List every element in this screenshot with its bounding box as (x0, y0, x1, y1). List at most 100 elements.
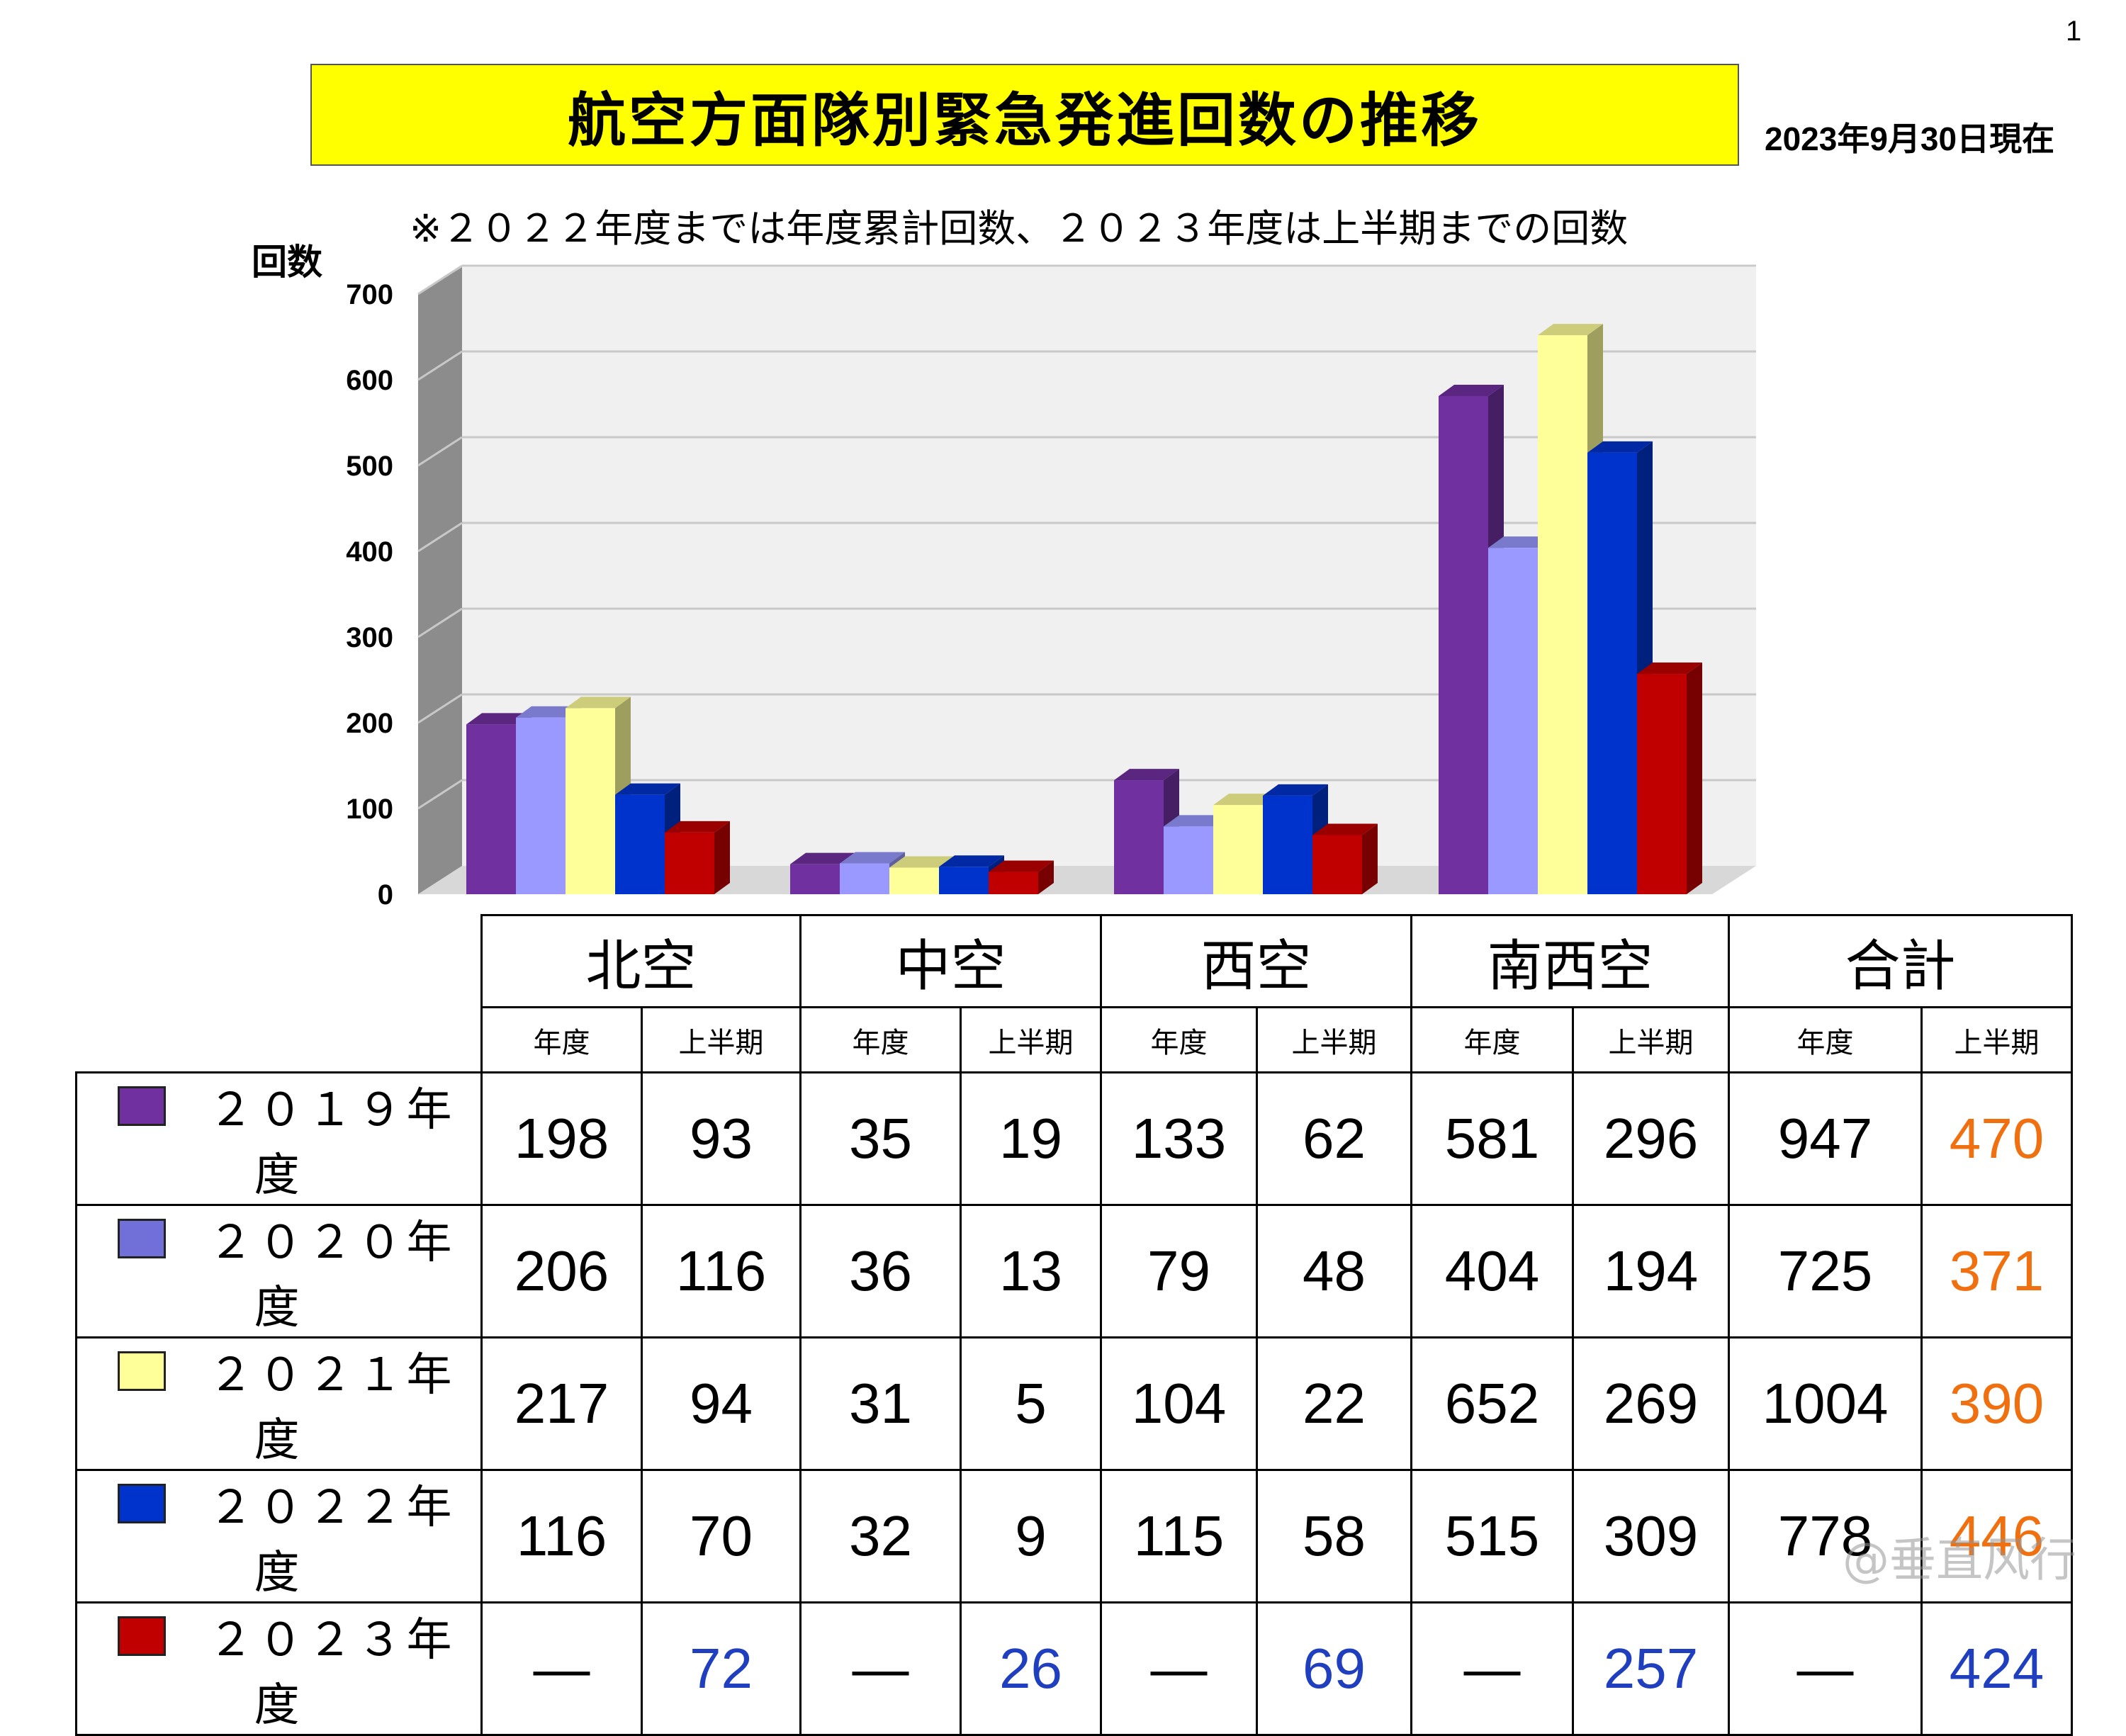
bar-top (1439, 384, 1504, 396)
y-tick-label: 0 (378, 879, 393, 911)
table-cell: 70 (641, 1469, 802, 1603)
table-cell: — (480, 1601, 643, 1736)
table-cell: 470 (1920, 1071, 2073, 1206)
y-tick-label: 600 (346, 365, 393, 396)
bar (1164, 826, 1213, 894)
table-cell: 26 (960, 1601, 1102, 1736)
table-corner (77, 915, 482, 1073)
gridline (417, 607, 463, 638)
page-number: 1 (2066, 16, 2082, 47)
table-cell: 194 (1572, 1204, 1730, 1338)
as-of-date: 2023年9月30日現在 (1765, 120, 2055, 157)
table-cell: 296 (1572, 1071, 1730, 1206)
table-cell: — (1410, 1601, 1574, 1736)
row-label: ２０２３年度 (75, 1601, 483, 1736)
bar (466, 724, 516, 894)
row-label: ２０２０年度 (75, 1204, 483, 1338)
gridline (417, 264, 463, 295)
y-tick-label: 500 (346, 451, 393, 482)
header-region: 合計 (1728, 914, 2073, 1008)
table-cell: 94 (641, 1336, 802, 1471)
bar (665, 832, 714, 894)
bar (1538, 335, 1587, 895)
table-cell: 93 (641, 1071, 802, 1206)
bar-side (714, 821, 730, 894)
bar-top (939, 855, 1004, 867)
bar-top (1488, 536, 1553, 548)
subheader-year: 年度 (799, 1006, 962, 1073)
bar-chart: 0 100 200 300 400 500 600 700 (346, 264, 1756, 911)
y-tick-label: 400 (346, 536, 393, 568)
chart-note: ※２０２２年度までは年度累計回数、２０２３年度は上半期までの回数 (410, 206, 1629, 251)
table-cell: 309 (1572, 1469, 1730, 1603)
y-tick-label: 300 (346, 622, 393, 653)
table-cell: 581 (1410, 1071, 1574, 1206)
table-cell: 371 (1920, 1204, 2073, 1338)
bar-top (516, 706, 581, 718)
table-cell: 446 (1920, 1469, 2073, 1603)
page-title: 航空方面隊別緊急発進回数の推移 (310, 64, 1739, 166)
bar (840, 863, 889, 894)
legend-swatch-2020 (117, 1219, 166, 1258)
y-axis-label: 回数 (252, 242, 322, 283)
bar (939, 867, 989, 894)
table-cell: 1004 (1728, 1336, 1923, 1471)
bar-side (1687, 663, 1702, 894)
table-cell: 36 (799, 1204, 962, 1338)
chart-floor (418, 866, 1756, 894)
bar (1637, 674, 1687, 894)
table-cell: 69 (1256, 1601, 1412, 1736)
table-cell: 32 (799, 1469, 962, 1603)
bar (790, 864, 840, 894)
table-row: ２０２２年度 116 70 32 9 115 58 515 309 778 44… (75, 1469, 2073, 1603)
gridline (417, 779, 463, 810)
bar (1587, 452, 1637, 894)
table-row: ２０１９年度 198 93 35 19 133 62 581 296 947 4… (75, 1071, 2073, 1206)
table-cell: 725 (1728, 1204, 1923, 1338)
table-row: ２０２０年度 206 116 36 13 79 48 404 194 725 3… (75, 1204, 2073, 1338)
table-cell: — (1100, 1601, 1258, 1736)
bar-top (615, 783, 680, 795)
bar-top (566, 697, 631, 709)
bar-top (1164, 815, 1229, 827)
y-tick-label: 100 (346, 794, 393, 825)
table-cell: 48 (1256, 1204, 1412, 1338)
bar-top (989, 860, 1054, 872)
header-region: 西空 (1100, 914, 1412, 1008)
table-cell: 104 (1100, 1336, 1258, 1471)
legend-swatch-2023 (117, 1616, 166, 1656)
bar-top (665, 821, 730, 833)
bar-top (1637, 663, 1702, 675)
table-cell: 116 (641, 1204, 802, 1338)
gridline (417, 350, 463, 381)
row-label: ２０１９年度 (75, 1071, 483, 1206)
legend-swatch-2022 (117, 1484, 166, 1523)
bar-top (790, 852, 855, 864)
table-row: ２０２３年度 — 72 — 26 — 69 — 257 — 424 (75, 1601, 2073, 1736)
table-cell: 13 (960, 1204, 1102, 1338)
bar (516, 717, 566, 894)
table-cell: 257 (1572, 1601, 1730, 1736)
header-region: 北空 (480, 914, 802, 1008)
bar-top (1114, 769, 1179, 781)
table-cell: — (799, 1601, 962, 1736)
y-tick-label: 200 (346, 708, 393, 739)
chart-side-wall (418, 267, 462, 894)
table-cell: 404 (1410, 1204, 1574, 1338)
table-row: ２０２１年度 217 94 31 5 104 22 652 269 1004 3… (75, 1336, 2073, 1471)
gridline (417, 693, 463, 724)
table-cell: 22 (1256, 1336, 1412, 1471)
bar-top (1213, 794, 1278, 806)
y-tick-label: 700 (346, 279, 393, 310)
bar (566, 708, 615, 894)
bar-top (840, 852, 905, 864)
gridline (417, 436, 463, 467)
bar (1213, 805, 1263, 894)
bar-top (1538, 324, 1603, 336)
bar (1312, 835, 1362, 894)
data-table: 北空 中空 西空 南西空 合計 年度 上半期 年度 上半期 年度 上半期 年度 … (75, 914, 2073, 1736)
gridline (417, 522, 463, 553)
table-cell: 5 (960, 1336, 1102, 1471)
watermark: @垂直风行 (1843, 1533, 2076, 1587)
bar (1263, 795, 1312, 894)
